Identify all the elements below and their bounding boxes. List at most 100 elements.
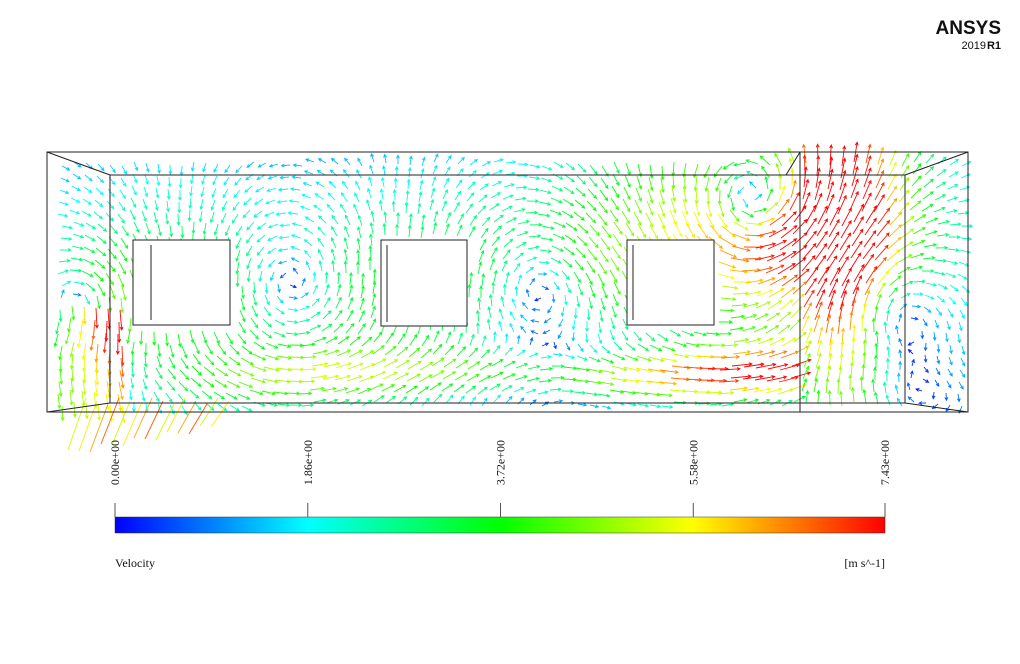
vector-arrow — [405, 385, 418, 394]
vector-arrow — [937, 283, 949, 290]
vector-arrow — [249, 329, 259, 340]
vector-arrow — [898, 349, 903, 359]
vector-arrow — [826, 243, 839, 262]
vector-arrow — [407, 360, 422, 370]
vector-arrow — [803, 289, 815, 308]
vector-arrow — [70, 257, 84, 262]
vector-arrow — [564, 234, 577, 243]
vector-arrow — [611, 365, 628, 371]
vector-arrow — [478, 194, 488, 203]
vector-arrow — [730, 197, 736, 212]
vector-arrow — [315, 181, 325, 188]
vector-arrow — [225, 224, 231, 237]
vector-arrow — [945, 332, 949, 343]
vector-arrow — [93, 271, 105, 282]
vector-arrow — [599, 309, 604, 323]
vector-arrow — [498, 320, 503, 332]
vector-arrow — [179, 165, 184, 177]
vector-arrow — [210, 400, 230, 428]
vector-arrow — [732, 233, 751, 241]
vector-arrow — [804, 217, 817, 236]
vector-arrow — [341, 180, 349, 190]
vector-arrow — [314, 193, 324, 200]
vector-arrow — [719, 249, 738, 258]
vector-arrow — [290, 245, 301, 251]
vector-arrow — [935, 307, 943, 316]
vector-arrow — [305, 158, 315, 163]
vector-arrow — [635, 187, 642, 202]
vector-arrow — [187, 209, 192, 222]
vector-arrow — [152, 331, 157, 347]
vector-arrow — [731, 245, 751, 252]
vector-arrow — [257, 258, 264, 270]
vector-arrow — [71, 245, 84, 250]
vector-arrow — [126, 329, 131, 345]
vector-arrow — [745, 337, 762, 344]
vector-arrow — [81, 342, 87, 361]
vector-arrow — [875, 169, 885, 189]
vector-arrow — [909, 370, 914, 379]
vector-arrow — [96, 175, 105, 184]
vector-arrow — [178, 381, 189, 392]
vector-arrow — [191, 365, 203, 376]
vector-arrow — [342, 169, 350, 178]
vector-arrow — [276, 355, 293, 360]
vector-arrow — [721, 343, 739, 347]
vector-arrow — [766, 375, 788, 382]
vector-arrow — [514, 375, 528, 381]
vector-arrow — [265, 342, 279, 349]
vector-arrow — [273, 331, 286, 338]
vector-arrow — [492, 225, 503, 235]
vector-arrow — [85, 222, 97, 230]
vector-arrow — [853, 263, 865, 283]
vector-arrow — [235, 249, 241, 263]
vector-arrow — [433, 153, 439, 163]
vector-arrow — [874, 181, 885, 201]
vector-arrow — [670, 197, 677, 214]
vector-arrow — [839, 289, 847, 311]
vector-arrow — [420, 168, 425, 179]
vector-arrow — [585, 392, 599, 397]
vector-arrow — [198, 210, 203, 223]
vector-arrow — [493, 269, 498, 283]
vector-arrow — [491, 359, 504, 367]
vector-arrow — [289, 284, 298, 289]
vector-arrow — [226, 380, 241, 388]
vector-arrow — [671, 185, 676, 202]
vector-arrow — [754, 193, 763, 201]
vector-arrow — [553, 221, 567, 228]
vector-arrow — [393, 177, 398, 189]
vector-arrow — [213, 391, 226, 400]
vector-arrow — [166, 397, 186, 433]
vector-arrow — [853, 203, 864, 223]
vector-arrow — [275, 212, 287, 216]
vector-arrow — [683, 186, 688, 204]
vector-arrow — [838, 244, 851, 263]
vector-arrow — [635, 367, 654, 373]
vector-arrow — [733, 174, 746, 180]
vector-arrow — [923, 243, 938, 248]
vector-arrow — [864, 155, 872, 176]
vector-arrow — [379, 188, 384, 200]
vector-arrow — [213, 331, 220, 345]
vector-arrow — [361, 336, 373, 347]
vector-arrow — [501, 385, 513, 392]
vector-arrow — [118, 201, 126, 212]
vector-arrow — [264, 282, 269, 294]
vector-arrow — [291, 175, 302, 180]
vector-arrow — [840, 278, 850, 299]
vector-arrow — [118, 261, 126, 275]
vector-arrow — [156, 175, 161, 187]
vector-arrow — [67, 317, 72, 333]
vector-arrow — [753, 207, 768, 213]
vector-arrow — [481, 216, 491, 227]
vector-arrow — [289, 403, 303, 408]
vector-arrow — [757, 277, 776, 285]
vector-arrow — [252, 353, 267, 361]
vector-arrow — [789, 318, 802, 331]
vector-arrow — [290, 234, 302, 239]
vector-arrow — [552, 352, 564, 357]
vector-arrow — [633, 331, 642, 342]
outer-box — [46, 151, 969, 413]
vector-arrow — [885, 357, 890, 370]
